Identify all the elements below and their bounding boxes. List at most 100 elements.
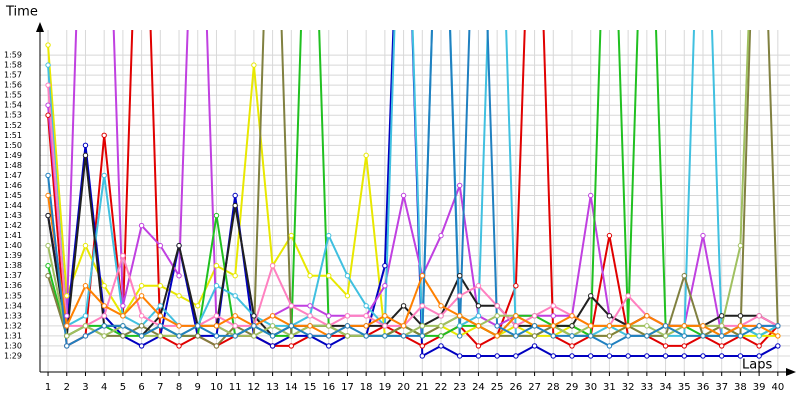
data-point: [756, 353, 762, 359]
data-point: [606, 313, 613, 319]
data-point: [588, 323, 594, 329]
data-point: [138, 222, 145, 229]
data-point: [45, 273, 51, 279]
data-point: [775, 323, 781, 329]
x-axis-arrow: [786, 368, 796, 376]
data-point: [82, 323, 89, 329]
y-tick-label: 1:55: [4, 91, 22, 100]
data-point: [176, 273, 182, 279]
data-point: [737, 323, 744, 329]
data-point: [569, 323, 575, 329]
x-tick-label: 2: [64, 382, 70, 393]
data-point: [251, 62, 257, 68]
y-tick-label: 1:48: [4, 161, 22, 170]
data-point: [45, 102, 51, 108]
data-point: [625, 353, 631, 359]
data-point: [513, 323, 519, 329]
data-point: [157, 333, 164, 339]
data-point: [475, 313, 482, 319]
x-tick-label: 34: [659, 382, 672, 393]
data-point: [644, 323, 650, 329]
data-point: [419, 333, 425, 339]
data-point: [550, 353, 556, 359]
data-point: [326, 323, 332, 329]
x-tick-label: 30: [584, 382, 597, 393]
x-tick-label: 15: [304, 382, 317, 393]
data-point: [138, 323, 145, 329]
y-tick-label: 1:52: [4, 121, 22, 130]
x-tick-label: 17: [341, 382, 354, 393]
data-point: [662, 333, 669, 339]
data-point: [513, 333, 519, 339]
x-tick-label: 24: [472, 382, 485, 393]
data-point: [531, 323, 538, 329]
y-tick-label: 1:38: [4, 261, 22, 270]
data-point: [269, 343, 276, 349]
data-point: [45, 192, 51, 199]
data-point: [213, 323, 220, 329]
y-tick-label: 1:49: [4, 151, 22, 160]
data-point: [438, 232, 444, 239]
x-tick-label: 27: [528, 382, 541, 393]
data-point: [363, 323, 369, 329]
data-point: [382, 333, 388, 339]
data-point: [457, 273, 463, 279]
data-point: [400, 192, 407, 199]
x-tick-label: 29: [566, 382, 579, 393]
data-point: [176, 333, 182, 339]
data-point: [363, 152, 369, 159]
data-point: [662, 353, 669, 359]
data-point: [457, 333, 463, 339]
y-tick-label: 1:42: [4, 221, 22, 230]
data-point: [737, 333, 744, 339]
data-point: [363, 303, 369, 309]
y-tick-label: 1:29: [4, 351, 22, 360]
x-tick-label: 35: [678, 382, 691, 393]
x-tick-label: 25: [491, 382, 504, 393]
data-point: [45, 62, 51, 68]
data-point: [101, 172, 107, 179]
data-point: [326, 273, 332, 279]
data-point: [775, 343, 781, 349]
data-point: [307, 323, 313, 329]
data-point: [606, 353, 613, 359]
data-point: [382, 323, 388, 329]
data-point: [438, 333, 444, 339]
x-tick-label: 28: [547, 382, 560, 393]
data-point: [681, 353, 687, 359]
x-tick-label: 37: [715, 382, 728, 393]
data-point: [681, 323, 687, 329]
data-point: [288, 232, 295, 239]
data-point: [157, 242, 164, 249]
data-point: [756, 323, 762, 329]
data-point: [513, 353, 519, 359]
x-tick-label: 31: [603, 382, 616, 393]
x-tick-label: 7: [157, 382, 163, 393]
data-point: [681, 333, 687, 339]
data-point: [475, 353, 482, 359]
data-point: [457, 353, 463, 359]
data-point: [195, 303, 201, 309]
data-point: [251, 333, 257, 339]
x-tick-label: 40: [771, 382, 784, 393]
data-point: [344, 323, 351, 329]
data-point: [531, 333, 538, 339]
data-point: [232, 202, 238, 209]
data-point: [176, 242, 182, 249]
data-point: [232, 313, 238, 319]
data-point: [569, 313, 575, 319]
data-point: [513, 283, 519, 289]
x-tick-label: 9: [195, 382, 201, 393]
data-point: [45, 42, 51, 48]
data-point: [232, 323, 238, 329]
data-point: [457, 293, 463, 299]
data-point: [269, 313, 276, 319]
data-point: [475, 303, 482, 309]
y-tick-label: 1:44: [4, 201, 22, 210]
y-tick-label: 1:40: [4, 241, 22, 250]
data-point: [382, 262, 388, 269]
data-point: [213, 212, 220, 219]
data-point: [344, 333, 351, 339]
data-point: [513, 313, 519, 319]
data-point: [157, 323, 164, 329]
